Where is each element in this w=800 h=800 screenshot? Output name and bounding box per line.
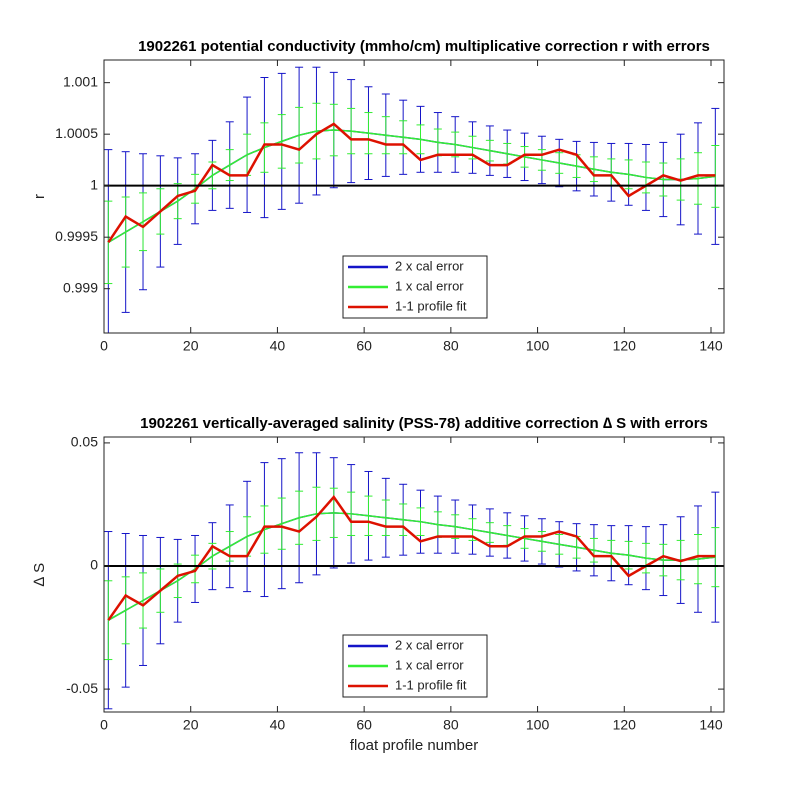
x-tick-label: 80 bbox=[443, 338, 459, 354]
axes-box bbox=[103, 59, 725, 334]
x-tick-label: 20 bbox=[183, 338, 199, 354]
x-tick-label: 100 bbox=[526, 338, 550, 354]
legend-label: 1-1 profile fit bbox=[395, 677, 467, 692]
x-tick-label: 120 bbox=[613, 717, 637, 733]
x-tick-label: 140 bbox=[699, 338, 723, 354]
y-tick-label: 0.9995 bbox=[55, 228, 98, 244]
chart-title: 1902261 potential conductivity (mmho/cm)… bbox=[138, 38, 710, 55]
x-tick-label: 0 bbox=[100, 717, 108, 733]
plot-layer bbox=[104, 66, 724, 333]
legend-label: 2 x cal error bbox=[395, 637, 464, 652]
x-tick-label: 60 bbox=[356, 338, 372, 354]
series-line bbox=[107, 512, 716, 621]
chart-title: 1902261 vertically-averaged salinity (PS… bbox=[140, 415, 708, 432]
x-tick-label: 120 bbox=[613, 338, 637, 354]
x-tick-label: 40 bbox=[270, 338, 286, 354]
x-tick-label: 80 bbox=[443, 717, 459, 733]
y-axis-label: ∆ S bbox=[31, 563, 48, 586]
legend-label: 2 x cal error bbox=[395, 258, 464, 273]
legend-label: 1 x cal error bbox=[395, 657, 464, 672]
x-axis-label: float profile number bbox=[350, 737, 478, 754]
y-tick-label: 0.05 bbox=[71, 434, 98, 450]
x-tick-label: 60 bbox=[356, 717, 372, 733]
series-line bbox=[107, 129, 716, 243]
x-tick-label: 140 bbox=[699, 717, 723, 733]
y-tick-label: 1.0005 bbox=[55, 125, 98, 141]
y-axis-label: r bbox=[31, 194, 48, 199]
plot-layer bbox=[104, 452, 724, 710]
y-tick-label: 0 bbox=[90, 557, 98, 573]
y-tick-label: -0.05 bbox=[66, 680, 98, 696]
series-line bbox=[107, 495, 716, 621]
legend-label: 1-1 profile fit bbox=[395, 298, 467, 313]
y-tick-label: 1 bbox=[90, 176, 98, 192]
x-tick-label: 20 bbox=[183, 717, 199, 733]
y-tick-label: 1.001 bbox=[63, 73, 98, 89]
x-tick-label: 100 bbox=[526, 717, 550, 733]
y-tick-label: 0.999 bbox=[63, 279, 98, 295]
x-tick-label: 40 bbox=[270, 717, 286, 733]
x-tick-label: 0 bbox=[100, 338, 108, 354]
series-line bbox=[107, 122, 716, 244]
legend-label: 1 x cal error bbox=[395, 278, 464, 293]
axes-box bbox=[103, 436, 725, 713]
